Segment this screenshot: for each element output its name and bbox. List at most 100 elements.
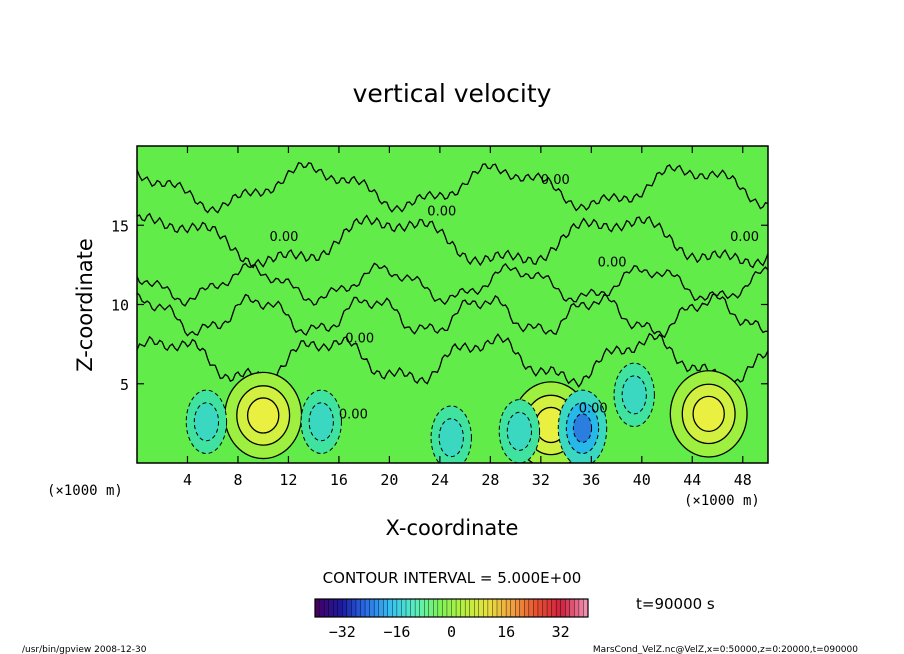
colorbar-cell — [537, 598, 544, 618]
colorbar-cell — [510, 598, 516, 618]
y-axis-label: Z-coordinate — [73, 238, 97, 372]
colorbar-cell — [351, 598, 357, 618]
colorbar-cell — [369, 598, 375, 618]
colorbar-cell — [542, 598, 548, 618]
colorbar-cell — [387, 598, 393, 618]
x-tick-label: 12 — [279, 471, 297, 489]
colorbar-cell — [533, 598, 539, 618]
updraft-core — [224, 371, 303, 460]
colorbar-cell — [546, 598, 553, 618]
colorbar-cell — [433, 598, 439, 618]
y-axis: 5 10 15 — [111, 217, 768, 394]
zero-contour-line — [137, 262, 768, 307]
colorbar-cell — [469, 598, 475, 618]
colorbar-cell — [569, 598, 575, 618]
downdraft-core — [300, 389, 342, 454]
colorbar-cell — [524, 598, 530, 618]
colorbar-cell — [451, 598, 457, 618]
colorbar-cell — [328, 598, 334, 618]
contour-label: 0.00 — [339, 408, 368, 423]
colorbar-cell — [424, 598, 430, 618]
colorbar-cell — [319, 598, 325, 618]
colorbar-cell — [551, 598, 557, 618]
colorbar-cell — [464, 598, 471, 618]
x-unit-left: (×1000 m) — [47, 483, 123, 499]
colorbar-cell — [373, 598, 380, 618]
footer-right: MarsCond_VelZ.nc@VelZ,x=0:50000,z=0:2000… — [593, 645, 858, 654]
contour-label: 0.00 — [427, 205, 456, 220]
colorbar-cell — [578, 598, 584, 618]
colorbar-cell — [496, 598, 503, 618]
colorbar-tick-label: 32 — [552, 623, 570, 641]
contour-label: 0.00 — [345, 332, 374, 347]
updraft-core — [669, 370, 748, 458]
colorbar-cell — [378, 598, 384, 618]
colorbar-cell — [401, 598, 407, 618]
colorbar-cell — [460, 598, 466, 618]
colorbar-cell — [515, 598, 521, 618]
colorbar-cell — [410, 598, 416, 618]
x-tick-label: 40 — [633, 471, 651, 489]
colorbar-cell — [519, 598, 525, 618]
colorbar-cell — [505, 598, 512, 618]
colorbar-cell — [555, 598, 562, 618]
colorbar-cell — [574, 598, 580, 618]
colorbar-cell — [355, 598, 362, 618]
plot-area: 0.00 0.00 0.00 0.00 0.00 0.00 0.00 0.00 — [136, 145, 769, 464]
colorbar-cell — [342, 598, 348, 618]
colorbar-tick-label: 16 — [497, 623, 515, 641]
x-tick-label: 16 — [330, 471, 348, 489]
zero-contour-line — [137, 292, 768, 339]
zero-contour-line — [137, 332, 768, 389]
x-tick-label: 28 — [481, 471, 499, 489]
colorbar-cell — [528, 598, 534, 618]
x-tick-label: 20 — [380, 471, 398, 489]
colorbar-cell — [455, 598, 462, 618]
y-tick-label: 15 — [111, 217, 129, 235]
x-unit-right: (×1000 m) — [684, 493, 760, 509]
colorbar-cell — [483, 598, 489, 618]
x-tick-label: 4 — [183, 471, 192, 489]
colorbar-tick-label: 0 — [447, 623, 456, 641]
x-tick-label: 32 — [532, 471, 550, 489]
colorbar-cell — [337, 598, 343, 618]
colorbar-cell — [364, 598, 371, 618]
contour-interval-label: CONTOUR INTERVAL = 5.000E+00 — [323, 569, 582, 587]
colorbar-cell — [565, 598, 571, 618]
time-label: t=90000 s — [636, 595, 715, 613]
downdraft-core — [557, 389, 608, 463]
colorbar-cell — [446, 598, 453, 618]
colorbar-cell — [383, 598, 389, 618]
footer-left: /usr/bin/gpview 2008-12-30 — [22, 645, 147, 654]
colorbar-tick-label: −16 — [383, 623, 410, 641]
y-tick-label: 5 — [120, 376, 129, 394]
x-tick-label: 36 — [582, 471, 600, 489]
colorbar-ticks: −32 −16 0 16 32 — [329, 623, 570, 641]
x-tick-label: 24 — [431, 471, 449, 489]
colorbar-cell — [392, 598, 398, 618]
chart-title: vertical velocity — [353, 79, 552, 108]
colorbar-cell — [487, 598, 493, 618]
colorbar-cell — [405, 598, 412, 618]
x-tick-label: 8 — [233, 471, 242, 489]
colorbar-cell — [346, 598, 352, 618]
zero-contour-line — [137, 212, 768, 269]
x-tick-label: 44 — [683, 471, 701, 489]
downdraft-core — [185, 389, 228, 454]
y-tick-label: 10 — [111, 297, 129, 315]
downdraft-core — [613, 362, 655, 428]
x-axis-label: X-coordinate — [386, 516, 519, 540]
colorbar-frame — [314, 598, 589, 618]
x-axis: 4 8 12 16 20 24 28 32 36 40 44 48 — [183, 146, 752, 489]
downdraft-core — [430, 405, 472, 463]
contour-label: 0.00 — [598, 256, 627, 271]
colorbar-cell — [323, 598, 330, 618]
colorbar-cell — [360, 598, 366, 618]
contour-label: 0.00 — [730, 230, 759, 245]
colorbar-tick-label: −32 — [329, 623, 356, 641]
colorbar-cell — [419, 598, 425, 618]
colorbar-cell — [437, 598, 443, 618]
colorbar-cell — [492, 598, 498, 618]
contour-field: 0.00 0.00 0.00 0.00 0.00 0.00 0.00 0.00 — [137, 162, 768, 463]
